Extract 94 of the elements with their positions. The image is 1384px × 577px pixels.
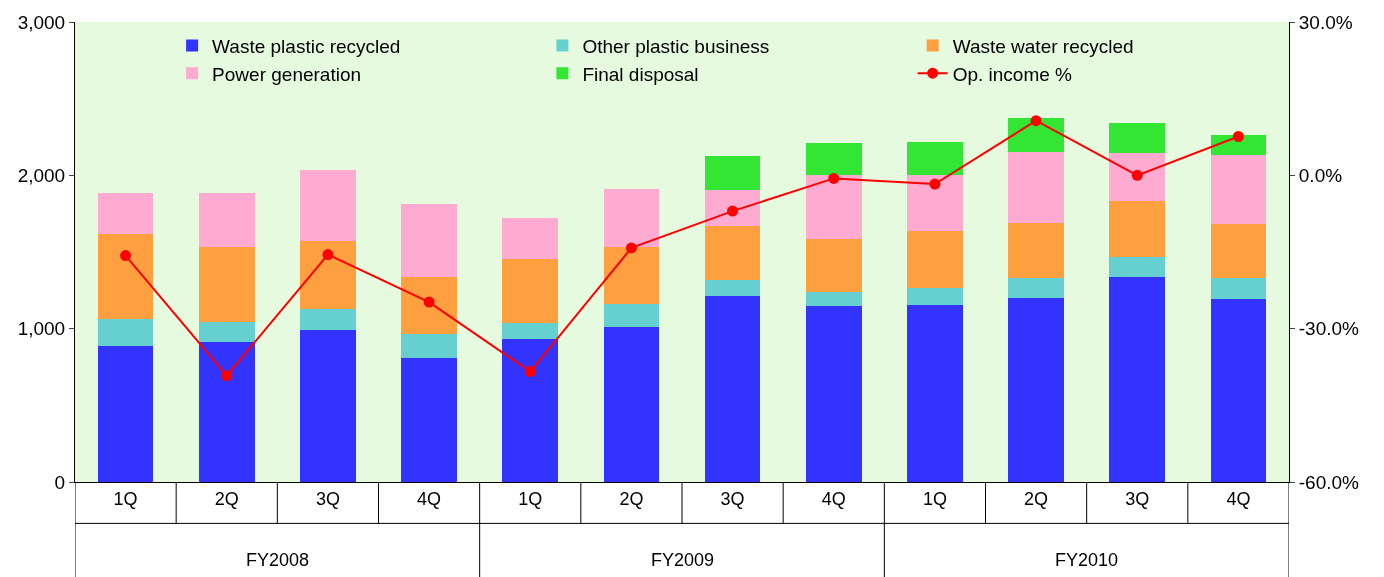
legend-label: Final disposal [582,63,699,85]
bar [198,192,255,248]
bar [704,225,761,281]
text: FY2008 [246,550,310,570]
bar [1008,117,1064,152]
bar [97,192,154,235]
bar [907,142,963,176]
y2-tick-label: 30.0% [1298,11,1353,33]
legend-label: Other plastic business [582,35,770,57]
point [322,249,334,261]
bar [1109,257,1166,277]
bar [805,143,862,175]
bar [97,234,154,320]
bar [1109,153,1166,202]
point [1131,169,1143,181]
bar [401,334,457,358]
y2-tick-label: 0.0% [1298,164,1343,186]
legend-label: Op. income % [952,63,1073,85]
bar [502,218,559,259]
point [1030,115,1042,127]
bar [1210,298,1267,482]
y-tick-label: 1,000 [17,318,66,340]
point [929,178,941,190]
y-tick-label: 3,000 [17,11,66,33]
bar [704,189,761,226]
point [120,250,132,262]
bar [300,169,356,242]
bar [1109,123,1166,154]
bar [603,189,660,247]
bar [502,322,559,339]
bar [805,174,862,239]
bar [1109,276,1166,482]
bar [198,321,255,343]
y2-tick-label: -60.0% [1298,471,1360,493]
bar [198,247,255,322]
bar [704,280,761,297]
point [221,370,233,382]
bar [300,330,356,482]
legend-label: Waste water recycled [952,35,1134,57]
x-tick-label: 2Q [214,488,239,509]
bar [401,276,457,335]
bar [97,319,154,347]
bar [805,291,862,307]
x-tick-label: 1Q [113,488,138,509]
point [524,366,536,378]
bar [198,342,255,482]
y-tick-label: 0 [54,471,66,493]
x-tick-label: 4Q [417,488,442,509]
bar [1210,155,1267,224]
legend-label: Waste plastic recycled [212,35,401,57]
bar [1008,278,1064,298]
bar [603,327,660,482]
legend-label: Power generation [212,63,362,85]
bar [1109,201,1166,258]
bar [502,338,559,482]
bar [502,258,559,323]
bar [907,175,963,231]
point [423,296,435,308]
x-tick-label: 4Q [1226,488,1251,509]
bar [907,304,963,482]
bar [1210,278,1267,299]
bar [401,204,457,277]
x-tick-label: 2Q [619,488,644,509]
x-tick-label: 3Q [1125,488,1150,509]
point [625,242,637,254]
bar [907,230,963,289]
bar [1008,151,1064,223]
point [1232,130,1244,142]
y2-tick-label: -30.0% [1298,318,1360,340]
text: FY2009 [651,550,715,570]
x-tick-label: 3Q [315,488,340,509]
bar [907,288,963,305]
bar [603,304,660,328]
bar [1210,223,1267,279]
bar [603,246,660,305]
point [727,205,739,217]
point [828,172,840,184]
bar [704,296,761,482]
x-tick-label: 4Q [821,488,846,509]
bar [300,241,356,309]
bar [401,357,457,482]
x-tick-label: 2Q [1024,488,1049,509]
bar [805,238,862,292]
y-tick-label: 2,000 [17,164,66,186]
x-tick-label: 1Q [922,488,947,509]
bar [805,306,862,482]
bar [1008,298,1064,482]
x-tick-label: 1Q [518,488,543,509]
bar [704,156,761,190]
bar [1008,222,1064,279]
text: FY2010 [1055,550,1119,570]
x-tick-label: 3Q [720,488,745,509]
bar [300,308,356,331]
bar [97,346,154,482]
